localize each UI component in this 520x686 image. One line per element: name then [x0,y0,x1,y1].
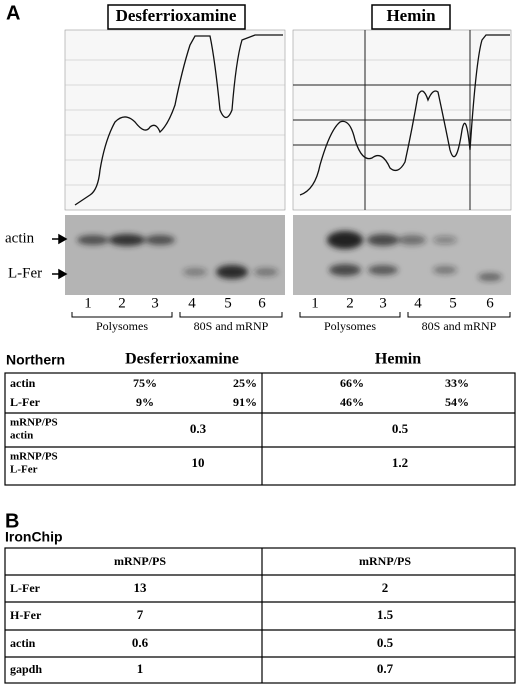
profile-trace [74,34,283,206]
row-label: mRNP/PS [10,417,58,429]
cell-value: 66% [340,376,364,390]
lane-number: 4 [414,295,422,311]
fraction-label: Polysomes [324,319,376,333]
lane-number: 3 [151,295,159,311]
profile-backgrounds [64,29,512,211]
lane-number: 5 [224,295,232,311]
row-label: L-Fer [10,464,38,476]
cell-value: 7 [137,607,144,622]
lane-number: 4 [188,295,196,311]
column-header: mRNP/PS [359,554,411,568]
blot-label: actin [5,230,35,246]
row-label: L-Fer [10,581,41,595]
column-header: Desferrioxamine [125,351,239,368]
table-title: Northern [6,352,65,368]
condition-title: Hemin [386,6,436,25]
cell-value: 91% [233,395,257,409]
lane-number: 6 [258,295,266,311]
fraction-label: Polysomes [96,319,148,333]
northern-blots [65,215,511,295]
panel-label: B [5,510,19,532]
cell-value: 46% [340,395,364,409]
row-label: actin [10,430,33,442]
lane-number: 1 [84,295,92,311]
cell-value: 1.5 [377,607,394,622]
panel-label: A [6,2,20,24]
cell-value: 0.5 [392,421,409,436]
lane-number: 1 [311,295,319,311]
row-label: mRNP/PS [10,451,58,463]
arrows [52,233,68,280]
cell-value: 0.7 [377,661,394,676]
row-label: actin [10,636,36,650]
cell-value: 13 [134,580,148,595]
lane-number: 3 [379,295,387,311]
lane-number: 2 [118,295,126,311]
fraction-label: 80S and mRNP [422,319,497,333]
lane-number: 6 [486,295,494,311]
brackets [71,312,511,318]
cell-value: 9% [136,395,154,409]
column-header: mRNP/PS [114,554,166,568]
cell-value: 33% [445,376,469,390]
fraction-label: 80S and mRNP [194,319,269,333]
cell-value: 2 [382,580,389,595]
cell-value: 0.3 [190,421,207,436]
cell-value: 0.6 [132,635,149,650]
cell-value: 1.2 [392,455,408,470]
cell-value: 1 [137,661,144,676]
profile-trace [299,34,510,196]
tables [4,372,516,684]
table-title: IronChip [5,529,63,545]
cell-value: 54% [445,395,469,409]
row-label: actin [10,376,36,390]
column-header: Hemin [375,351,421,368]
cell-value: 10 [192,455,205,470]
cell-value: 75% [133,376,157,390]
blot-label: L-Fer [8,265,42,281]
lane-number: 5 [449,295,457,311]
cell-value: 25% [233,376,257,390]
row-label: H-Fer [10,608,42,622]
cell-value: 0.5 [377,635,394,650]
condition-boxes [107,4,451,30]
condition-title: Desferrioxamine [116,6,237,25]
lane-number: 2 [346,295,354,311]
row-label: L-Fer [10,395,41,409]
row-label: gapdh [10,662,42,676]
